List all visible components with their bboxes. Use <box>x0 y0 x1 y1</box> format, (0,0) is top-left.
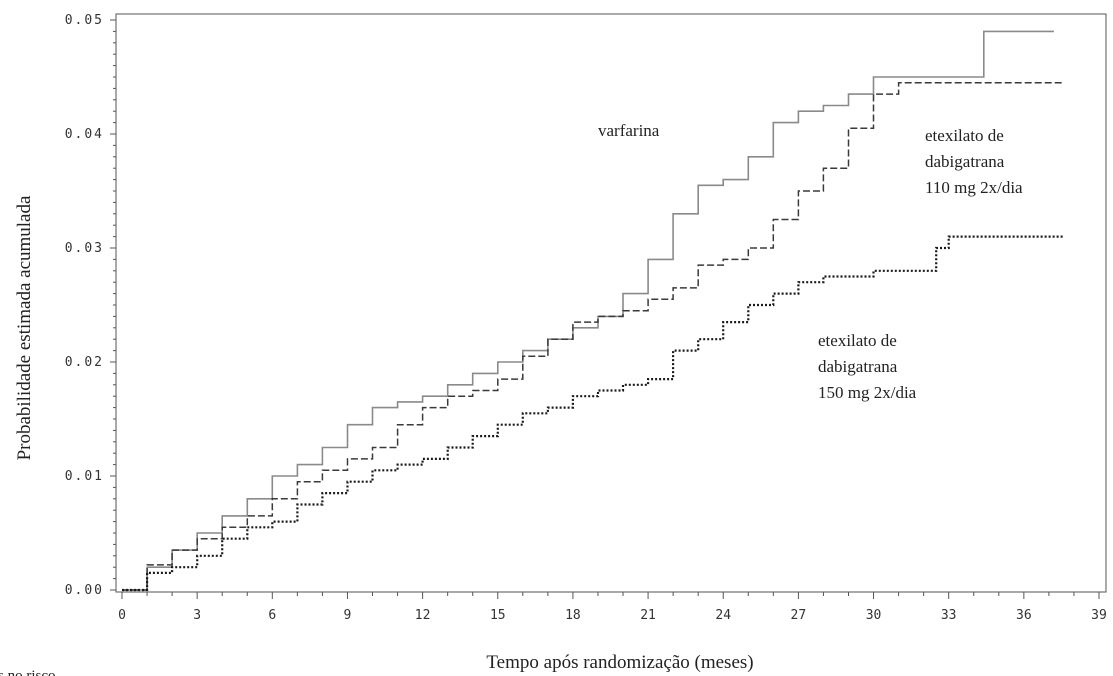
y-tick-label: 0.03 <box>65 241 104 256</box>
x-axis-title: Tempo após randomização (meses) <box>486 652 753 673</box>
x-tick-label: 12 <box>415 608 431 623</box>
x-tick-label: 9 <box>344 608 352 623</box>
y-axis: 0.00 0.01 0.02 0.03 0.04 0.05 <box>65 13 116 598</box>
y-tick-label: 0.01 <box>65 469 104 484</box>
x-axis: 0 3 6 9 12 15 18 21 24 27 30 33 36 39 <box>118 592 1107 623</box>
x-tick-label: 24 <box>715 608 731 623</box>
series-line-solid <box>122 30 1054 591</box>
x-tick-label: 30 <box>866 608 882 623</box>
x-tick-label: 33 <box>941 608 957 623</box>
x-tick-label: 21 <box>640 608 656 623</box>
annotation-150-line-1: etexilato de <box>818 331 897 350</box>
annotation-dabigatrana-150: etexilato de dabigatrana 150 mg 2x/dia <box>818 331 917 402</box>
x-tick-label: 18 <box>565 608 581 623</box>
x-tick-label: 27 <box>791 608 807 623</box>
annotation-dabigatrana-110: etexilato de dabigatrana 110 mg 2x/dia <box>925 126 1023 197</box>
plot-frame <box>115 13 1107 593</box>
annotation-110-line-3: 110 mg 2x/dia <box>925 178 1023 197</box>
annotation-150-line-3: 150 mg 2x/dia <box>818 383 917 402</box>
x-tick-label: 3 <box>193 608 201 623</box>
footnote: s no risco <box>0 668 56 676</box>
x-tick-label: 6 <box>268 608 276 623</box>
x-tick-label: 15 <box>490 608 506 623</box>
annotation-110-line-2: dabigatrana <box>925 152 1005 171</box>
x-tick-label: 36 <box>1016 608 1032 623</box>
x-tick-label: 0 <box>118 608 126 623</box>
annotation-varfarina: varfarina <box>598 121 660 140</box>
annotation-150-line-2: dabigatrana <box>818 357 898 376</box>
y-tick-label: 0.00 <box>65 583 104 598</box>
y-tick-label: 0.02 <box>65 355 104 370</box>
series-group <box>122 30 1064 592</box>
y-axis-title: Probabilidade estimada acumulada <box>14 195 35 460</box>
annotation-varfarina-line-1: varfarina <box>598 121 660 140</box>
series-line-dashed <box>122 81 1064 591</box>
y-tick-label: 0.04 <box>65 127 104 142</box>
annotation-110-line-1: etexilato de <box>925 126 1004 145</box>
series-line-dotted <box>122 235 1064 592</box>
x-tick-label: 39 <box>1091 608 1107 623</box>
y-tick-label: 0.05 <box>65 13 104 28</box>
